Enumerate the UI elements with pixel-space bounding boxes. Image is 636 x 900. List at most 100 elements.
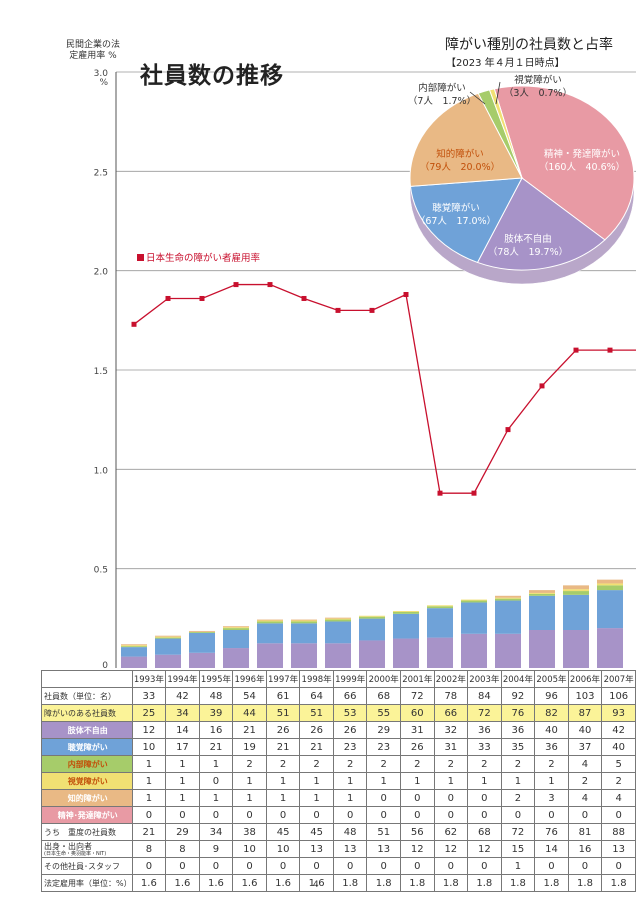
table-cell: 55: [366, 704, 401, 722]
table-cell: 1: [433, 772, 469, 790]
legend-label: 日本生命の障がい者雇用率: [146, 253, 261, 264]
table-cell: 9: [198, 840, 234, 858]
pie-slice: [488, 88, 523, 179]
table-row: 法定雇用率（単位：%） 1.6 1.6 1.6 1.6 1.6 1.6 1.8 1.8 1.8 1.…: [41, 874, 636, 892]
table-cell: 1.8: [366, 874, 401, 892]
table-cell: 0: [467, 789, 502, 807]
bar-segment-body: [563, 630, 589, 668]
bar-segment-hearing: [597, 590, 623, 629]
table-cell: 78: [433, 687, 469, 705]
chart-title: 社員数の推移: [140, 62, 284, 89]
bar-segment-body: [121, 656, 147, 668]
pie-slice: [493, 85, 635, 241]
pie-label-name: 視覚障がい: [514, 75, 562, 86]
line-point: [573, 347, 579, 353]
table-cell: 53: [332, 704, 368, 722]
x-tick-label: 1999年: [332, 670, 368, 688]
table-cell: 1: [165, 772, 200, 790]
table-row-label: 障がいのある社員数: [41, 704, 133, 722]
table-cell: 68: [366, 687, 401, 705]
pie-label-pct: 17.0%: [456, 216, 487, 227]
table-cell: 51: [265, 704, 301, 722]
x-tick-label: 2000年: [366, 670, 401, 688]
table-cell: 4: [601, 789, 636, 807]
table-cell: 48: [198, 687, 234, 705]
bar-segment-internal: [393, 611, 419, 614]
y-tick-label: 3.0: [94, 69, 109, 79]
table-cell: 1.8: [534, 874, 569, 892]
pie-label-name: 内部障がい: [418, 83, 466, 94]
bar-segment-body: [529, 630, 555, 668]
x-tick-label: 2004年: [500, 670, 536, 688]
table-cell: 12: [399, 840, 435, 858]
pie-label-pct: 1.7%: [442, 96, 467, 107]
bar-segment-hearing: [461, 602, 487, 634]
bar-segment-body: [325, 643, 351, 668]
table-cell: 1: [165, 789, 200, 807]
pie-label-mental: 精神・発達障がい （160人 40.6%）: [538, 149, 626, 173]
bar-segment-visual: [427, 605, 453, 607]
table-cell: 0: [399, 789, 435, 807]
line-point: [471, 490, 477, 496]
data-table-body: 1993年 1994年 1995年 1996年 1997年 1998年 1999年 2000年…: [41, 670, 636, 892]
table-cell: 88: [601, 823, 636, 841]
table-cell: 36: [500, 721, 536, 739]
line-point: [437, 490, 443, 496]
legend-swatch: [137, 254, 144, 261]
table-cell: 60: [399, 704, 435, 722]
bar-segment-body: [291, 643, 317, 668]
bar-segment-hearing: [325, 621, 351, 644]
table-cell: 19: [232, 738, 267, 756]
table-cell: 1.8: [332, 874, 368, 892]
bar-segment-visual: [155, 636, 181, 638]
table-cell: 0: [265, 857, 301, 875]
table-row: 内部障がい 1 1 1 2 2 2 2 2 2 2 2 2 2 4 5: [41, 755, 636, 773]
table-cell: 1: [265, 772, 301, 790]
bar-segment-intellectual: [291, 619, 317, 621]
bar-segment-hearing: [121, 647, 147, 657]
bar-segment-visual: [359, 615, 385, 617]
table-cell: 29: [165, 823, 200, 841]
table-cell: 34: [198, 823, 234, 841]
table-cell: 0: [433, 789, 469, 807]
bar-segment-body: [223, 648, 249, 668]
table-cell: 1.6: [165, 874, 200, 892]
bar-segment-intellectual: [563, 585, 589, 590]
table-cell: 0: [399, 806, 435, 824]
pie-label-name: 精神・発達障がい: [543, 149, 620, 160]
table-cell: 23: [366, 738, 401, 756]
table-cell: 0: [299, 857, 334, 875]
table-cell: 0: [433, 857, 469, 875]
bar-segment-internal: [495, 598, 521, 601]
y-tick-label: 2.5: [94, 168, 108, 178]
bar-segment-body: [427, 637, 453, 668]
table-cell: 2: [500, 755, 536, 773]
pie-label-internal: 内部障がい （7人 1.7%）: [407, 83, 477, 107]
line-legend: 日本生命の障がい者雇用率: [137, 250, 260, 264]
table-cell: 1: [534, 772, 569, 790]
table-cell: 1.6: [265, 874, 301, 892]
table-cell: 1: [332, 789, 368, 807]
line-point: [301, 295, 307, 301]
bar-segment-internal: [325, 619, 351, 622]
line-point: [607, 347, 613, 353]
bar-segment-body: [461, 633, 487, 668]
bar-segment-body: [359, 640, 385, 668]
table-cell: 1: [232, 772, 267, 790]
table-row-years: 1993年 1994年 1995年 1996年 1997年 1998年 1999年 2000年…: [41, 670, 636, 688]
table-cell: 42: [601, 721, 636, 739]
table-cell: 1: [332, 772, 368, 790]
table-cell: 51: [299, 704, 334, 722]
pie-label-name: 知的障がい: [436, 149, 484, 160]
table-cell: 31: [433, 738, 469, 756]
bar-segment-intellectual: [325, 617, 351, 619]
pie-label-name: 聴覚障がい: [432, 203, 480, 214]
bar-segment-body: [495, 633, 521, 668]
table-cell: 16: [567, 840, 603, 858]
table-cell: 2: [399, 755, 435, 773]
table-cell: 1: [131, 789, 167, 807]
line-point: [505, 427, 511, 433]
table-cell: 0: [601, 806, 636, 824]
table-cell: 0: [534, 857, 569, 875]
table-cell: 0: [265, 806, 301, 824]
